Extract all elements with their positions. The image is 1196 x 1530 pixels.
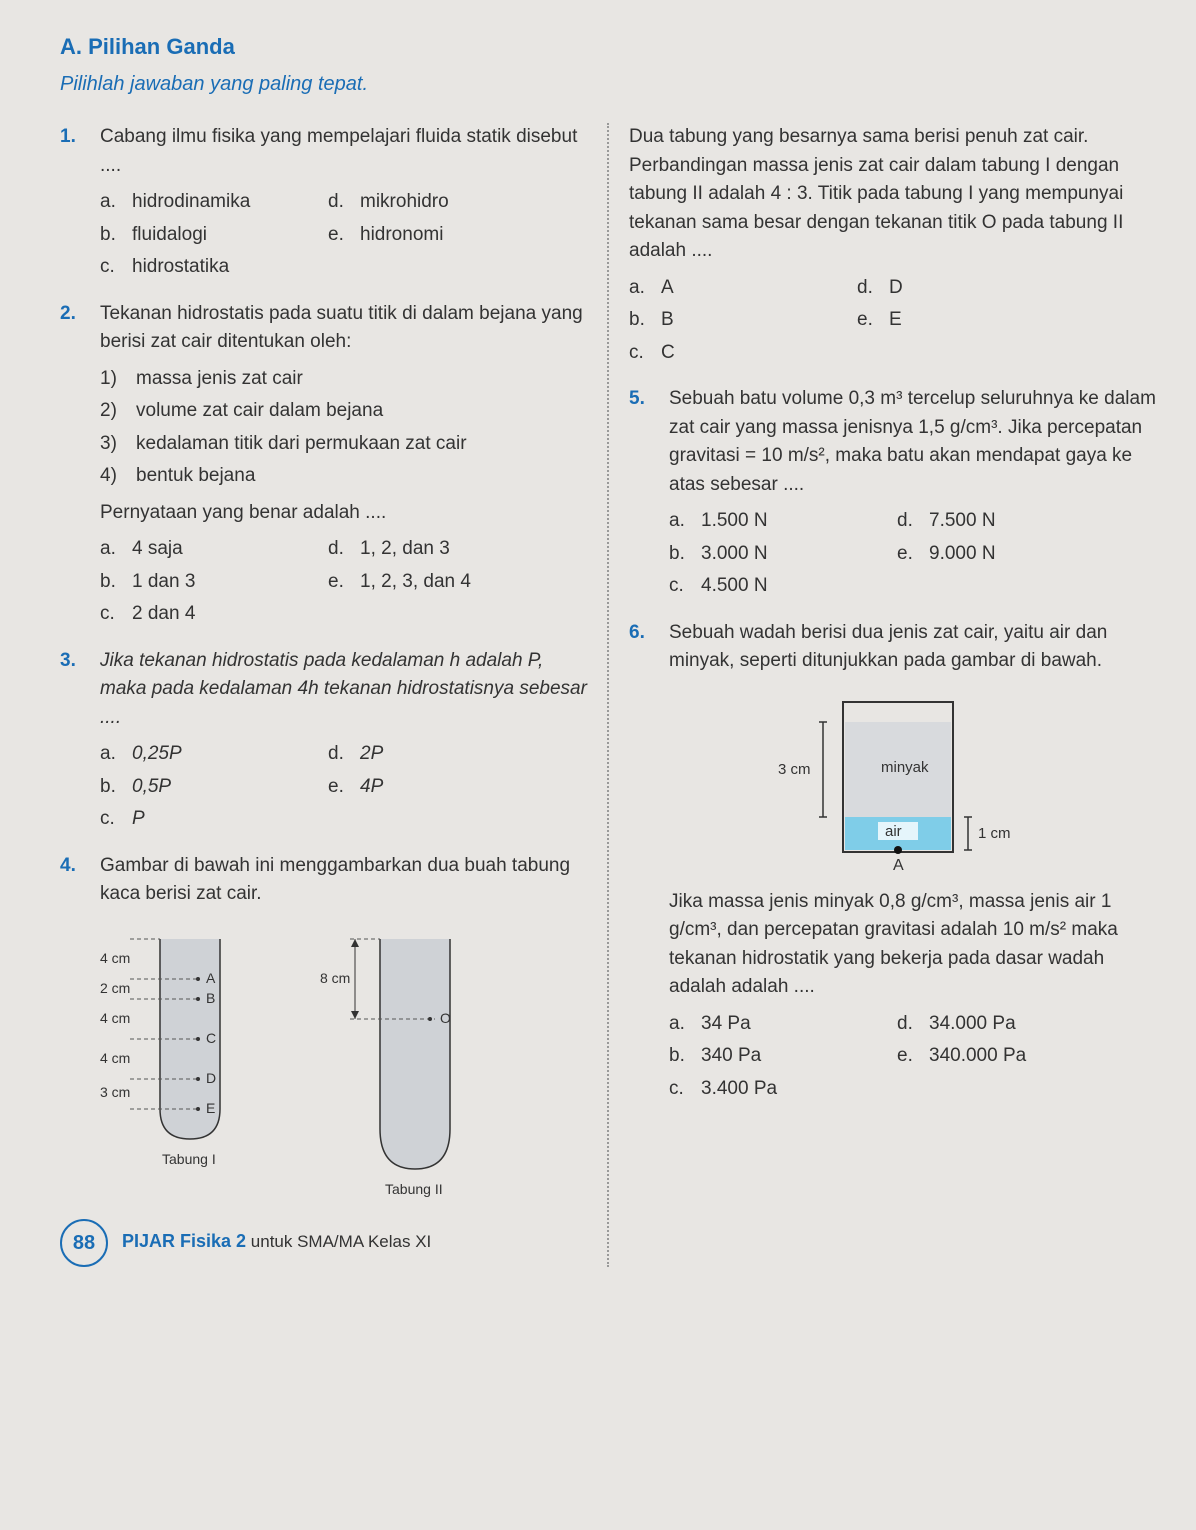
svg-text:D: D bbox=[206, 1070, 216, 1086]
footer: 88 PIJAR Fisika 2 untuk SMA/MA Kelas XI bbox=[60, 1219, 587, 1267]
header: A. Pilihan Ganda Pilihlah jawaban yang p… bbox=[60, 30, 1156, 99]
svg-text:B: B bbox=[206, 990, 215, 1006]
svg-text:4 cm: 4 cm bbox=[100, 1010, 130, 1026]
q2-text: Tekanan hidrostatis pada suatu titik di … bbox=[100, 300, 587, 357]
book-rest: untuk SMA/MA Kelas XI bbox=[246, 1232, 431, 1251]
q1-options: a.hidrodinamika d.mikrohidro b.fluidalog… bbox=[100, 188, 587, 282]
q2-options: a.4 saja d.1, 2, dan 3 b.1 dan 3 e.1, 2,… bbox=[100, 535, 587, 629]
q6-number: 6. bbox=[629, 619, 655, 676]
q2-mid: Pernyataan yang benar adalah .... bbox=[100, 499, 587, 528]
q4-text: Gambar di bawah ini menggambarkan dua bu… bbox=[100, 852, 587, 909]
q3-number: 3. bbox=[60, 647, 86, 733]
q4-number: 4. bbox=[60, 852, 86, 909]
right-column: Dua tabung yang besarnya sama berisi pen… bbox=[629, 123, 1156, 1267]
svg-text:1 cm: 1 cm bbox=[978, 825, 1011, 842]
q1-text: Cabang ilmu fisika yang mempelajari flui… bbox=[100, 123, 587, 180]
beaker-svg: minyak air 3 cm 1 cm A bbox=[763, 692, 1023, 872]
tube2-label: Tabung II bbox=[385, 1181, 443, 1197]
tube-2-svg: 8 cm O Tabung II bbox=[320, 929, 500, 1199]
svg-text:C: C bbox=[206, 1030, 216, 1046]
svg-text:minyak: minyak bbox=[881, 759, 929, 776]
svg-text:4 cm: 4 cm bbox=[100, 950, 130, 966]
svg-text:3 cm: 3 cm bbox=[100, 1084, 130, 1100]
svg-text:4 cm: 4 cm bbox=[100, 1050, 130, 1066]
q6-text: Sebuah wadah berisi dua jenis zat cair, … bbox=[669, 619, 1156, 676]
tube-1-svg: 4 cm 2 cm 4 cm 4 cm 3 cm A B C D E bbox=[100, 929, 280, 1179]
section-subtitle: Pilihlah jawaban yang paling tepat. bbox=[60, 69, 1156, 99]
svg-text:3 cm: 3 cm bbox=[778, 761, 811, 778]
tube-diagram: 4 cm 2 cm 4 cm 4 cm 3 cm A B C D E bbox=[100, 929, 587, 1199]
q6-options: a.34 Pa d.34.000 Pa b.340 Pa e.340.000 P… bbox=[669, 1010, 1156, 1104]
question-5: 5. Sebuah batu volume 0,3 m³ tercelup se… bbox=[629, 385, 1156, 601]
section-title: A. Pilihan Ganda bbox=[60, 30, 1156, 63]
tube2-height: 8 cm bbox=[320, 970, 350, 986]
svg-text:2 cm: 2 cm bbox=[100, 980, 130, 996]
question-4: 4. Gambar di bawah ini menggambarkan dua… bbox=[60, 852, 587, 1199]
beaker-diagram: minyak air 3 cm 1 cm A bbox=[629, 692, 1156, 872]
question-2: 2. Tekanan hidrostatis pada suatu titik … bbox=[60, 300, 587, 629]
q4-cont-text: Dua tabung yang besarnya sama berisi pen… bbox=[629, 123, 1156, 266]
tube2-point: O bbox=[440, 1010, 451, 1026]
question-4-cont: Dua tabung yang besarnya sama berisi pen… bbox=[629, 123, 1156, 367]
q1-number: 1. bbox=[60, 123, 86, 180]
question-6: 6. Sebuah wadah berisi dua jenis zat cai… bbox=[629, 619, 1156, 1104]
svg-text:A: A bbox=[206, 970, 216, 986]
q5-number: 5. bbox=[629, 385, 655, 499]
page-number: 88 bbox=[60, 1219, 108, 1267]
content-columns: 1. Cabang ilmu fisika yang mempelajari f… bbox=[60, 123, 1156, 1267]
tube1-label: Tabung I bbox=[162, 1151, 216, 1167]
svg-text:E: E bbox=[206, 1100, 215, 1116]
q2-number: 2. bbox=[60, 300, 86, 357]
question-1: 1. Cabang ilmu fisika yang mempelajari f… bbox=[60, 123, 587, 282]
q6-post: Jika massa jenis minyak 0,8 g/cm³, massa… bbox=[669, 888, 1156, 1002]
column-divider bbox=[607, 123, 609, 1267]
q2-sublist: 1)massa jenis zat cair 2)volume zat cair… bbox=[100, 365, 587, 491]
book-title-block: PIJAR Fisika 2 untuk SMA/MA Kelas XI bbox=[122, 1228, 431, 1257]
book-bold: PIJAR Fisika 2 bbox=[122, 1231, 246, 1251]
svg-text:air: air bbox=[885, 823, 902, 840]
q5-options: a.1.500 N d.7.500 N b.3.000 N e.9.000 N … bbox=[669, 507, 1156, 601]
q3-text: Jika tekanan hidrostatis pada kedalaman … bbox=[100, 647, 587, 733]
left-column: 1. Cabang ilmu fisika yang mempelajari f… bbox=[60, 123, 587, 1267]
q4-cont-options: a.A d.D b.B e.E c.C bbox=[629, 274, 1156, 368]
question-3: 3. Jika tekanan hidrostatis pada kedalam… bbox=[60, 647, 587, 834]
svg-text:A: A bbox=[893, 857, 904, 872]
q5-text: Sebuah batu volume 0,3 m³ tercelup selur… bbox=[669, 385, 1156, 499]
q3-options: a.0,25P d.2P b.0,5P e.4P c.P bbox=[100, 740, 587, 834]
